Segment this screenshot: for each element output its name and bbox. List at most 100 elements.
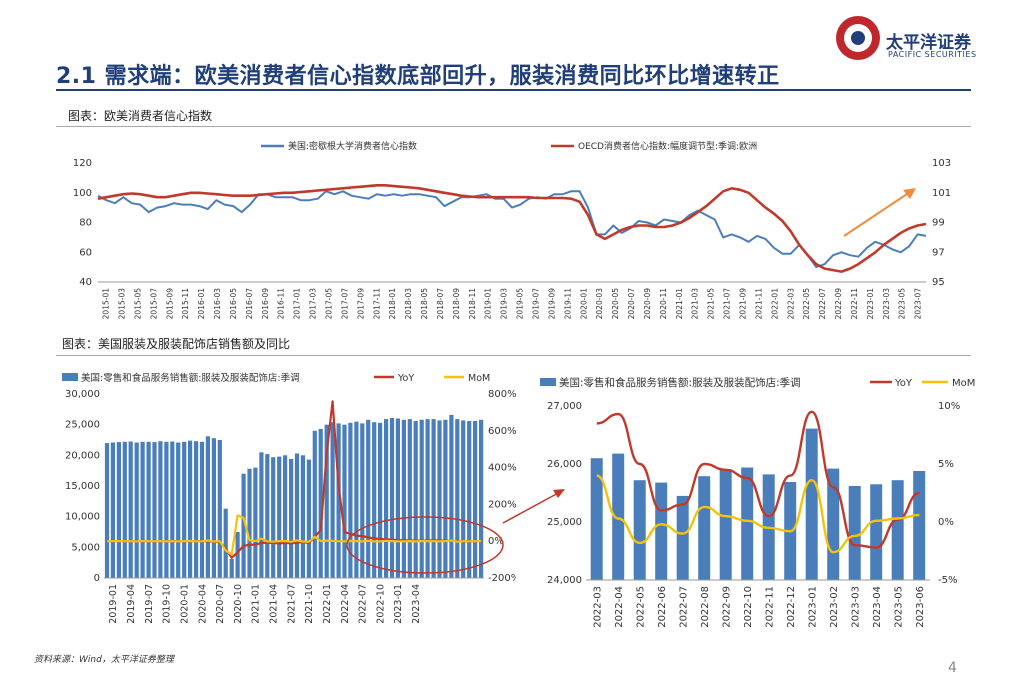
x-tick-label: 2021-04 <box>269 584 280 624</box>
sales-bar <box>431 419 436 578</box>
x-tick-label: 2023-05 <box>898 288 907 320</box>
x-tick-label: 2020-03 <box>595 288 604 320</box>
x-tick-label: 2022-06 <box>657 586 668 628</box>
x-tick-label: 2021-07 <box>286 584 297 624</box>
x-tick-label: 2018-05 <box>420 288 429 320</box>
y-tick-right: 600% <box>488 426 516 437</box>
y-tick-right: -200% <box>488 573 516 584</box>
sales-bar <box>182 441 187 578</box>
sales-bar <box>229 559 234 578</box>
sales-bar <box>366 419 371 578</box>
sales-bar <box>590 458 603 580</box>
x-tick-label: 2021-10 <box>304 584 315 624</box>
x-tick-label: 2023-04 <box>872 586 883 628</box>
sales-bar <box>128 441 133 578</box>
series-line-us <box>97 190 927 269</box>
x-tick-label: 2016-07 <box>245 288 254 320</box>
sales-bar <box>259 452 264 578</box>
y-tick-left: 15,000 <box>65 481 100 492</box>
x-tick-label: 2020-07 <box>627 288 636 320</box>
legend-label-mom: MoM <box>468 373 490 384</box>
x-tick-label: 2019-09 <box>547 288 556 320</box>
x-tick-label: 2019-01 <box>108 584 119 624</box>
x-tick-label: 2020-11 <box>659 288 668 320</box>
y-tick-right: -5% <box>938 575 957 586</box>
sales-bar <box>354 421 359 578</box>
x-tick-label: 2021-05 <box>707 288 716 320</box>
x-tick-label: 2017-05 <box>325 288 334 320</box>
y-tick-right: 0% <box>938 517 954 528</box>
x-tick-label: 2019-11 <box>563 288 572 320</box>
sales-bar <box>330 422 335 578</box>
legend-label-yoy: YoY <box>894 378 913 389</box>
x-tick-label: 2020-05 <box>611 288 620 320</box>
sales-bar <box>199 441 205 578</box>
sales-bar <box>372 422 377 578</box>
x-tick-label: 2022-03 <box>592 586 603 628</box>
sales-bar <box>188 440 193 578</box>
y-tick-left: 24,000 <box>547 575 582 586</box>
sales-bar <box>152 442 157 578</box>
y-tick-left: 10,000 <box>65 512 100 523</box>
x-tick-label: 2019-04 <box>126 584 137 624</box>
sales-bar <box>306 459 311 578</box>
x-tick-label: 2018-03 <box>404 288 413 320</box>
chart2-apparel-sales: 美国:零售和食品服务销售额:服装及服装配饰店:季调 YoY MoM 0 5,000 10,… <box>62 372 516 624</box>
mom-line <box>596 474 920 554</box>
sales-bar <box>633 480 646 580</box>
x-tick-label: 2017-09 <box>356 288 365 320</box>
x-tick-label: 2015-11 <box>181 288 190 320</box>
x-tick-label: 2022-04 <box>614 586 625 628</box>
sales-bar <box>134 442 139 578</box>
y-tick-left: 20,000 <box>65 450 100 461</box>
chart1-caption: 图表：欧美消费者信心指数 <box>68 109 213 123</box>
y-tick-right: 101 <box>932 188 951 199</box>
x-tick-label: 2015-05 <box>133 288 142 320</box>
sales-bar <box>655 482 668 580</box>
y-tick-right: 800% <box>488 389 516 400</box>
x-tick-label: 2021-11 <box>754 288 763 320</box>
sales-bar <box>104 443 110 578</box>
x-tick-label: 2019-01 <box>484 288 493 320</box>
y-tick-right: 5% <box>938 459 954 470</box>
x-tick-label: 2019-10 <box>162 584 173 624</box>
sales-bar <box>848 486 861 580</box>
y-tick-left: 120 <box>73 158 92 169</box>
x-tick-label: 2016-01 <box>197 288 206 320</box>
sales-bar <box>891 480 904 580</box>
x-tick-label: 2023-01 <box>866 288 875 320</box>
x-tick-label: 2015-01 <box>102 288 111 320</box>
x-tick-label: 2022-12 <box>786 586 797 628</box>
x-tick-label: 2016-05 <box>229 288 238 320</box>
sales-bar <box>247 468 252 578</box>
x-tick-label: 2021-03 <box>691 288 700 320</box>
x-tick-label: 2023-06 <box>915 586 926 628</box>
y-tick-right: 400% <box>488 463 516 474</box>
x-tick-label: 2023-03 <box>882 288 891 320</box>
series-line-eu <box>97 183 927 273</box>
sales-bar <box>336 423 341 578</box>
x-tick-label: 2016-11 <box>277 288 286 320</box>
x-tick-label: 2022-10 <box>743 586 754 628</box>
legend-label-mom: MoM <box>952 378 975 389</box>
logo-text-en: PACIFIC SECURITIES <box>888 50 977 59</box>
sales-bar <box>277 456 282 578</box>
x-tick-label: 2017-07 <box>340 288 349 320</box>
legend-label-eu: OECD消费者信心指数:幅度调节型:季调:欧洲 <box>578 140 757 152</box>
page-number: 4 <box>948 660 957 676</box>
sales-bar <box>719 469 732 580</box>
sales-bar <box>122 441 127 578</box>
sales-bar <box>419 419 424 578</box>
sales-bar <box>698 476 711 580</box>
x-tick-label: 2020-10 <box>233 584 244 624</box>
y-tick-left: 0 <box>94 573 100 584</box>
y-tick-left: 25,000 <box>547 517 582 528</box>
x-tick-label: 2019-07 <box>532 288 541 320</box>
sales-bar <box>612 453 625 580</box>
x-tick-label: 2022-07 <box>358 584 369 624</box>
sales-bar <box>294 453 300 578</box>
x-tick-label: 2021-07 <box>723 288 732 320</box>
sales-bar <box>455 419 460 578</box>
sales-bar <box>827 468 840 580</box>
x-tick-label: 2023-03 <box>850 586 861 628</box>
